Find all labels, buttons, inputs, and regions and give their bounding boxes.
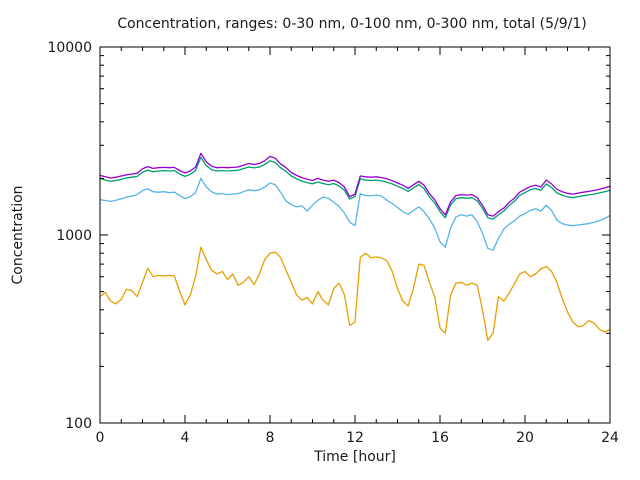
x-tick-label: 24: [601, 430, 619, 446]
x-tick-label: 0: [96, 430, 105, 446]
x-axis-label: Time [hour]: [313, 449, 396, 465]
y-tick-label: 10000: [47, 40, 92, 56]
series-line-0-100-nm: [99, 177, 611, 251]
x-tick-label: 20: [516, 430, 534, 446]
axis-ticks: [99, 46, 611, 424]
x-tick-label: 16: [431, 430, 449, 446]
chart-title: Concentration, ranges: 0-30 nm, 0-100 nm…: [117, 16, 586, 32]
x-tick-label: 12: [346, 430, 364, 446]
series-lines: [99, 152, 611, 342]
axis-tick-labels: 0 4 8 12 16 20 24 100 1000 10000: [47, 40, 619, 446]
y-tick-label: 1000: [56, 228, 92, 244]
series-line-0-30-nm: [99, 246, 611, 342]
y-tick-label: 100: [65, 416, 92, 432]
plot-frame: [99, 46, 611, 424]
x-tick-label: 8: [266, 430, 275, 446]
series-line-0-300-nm: [99, 156, 611, 220]
y-axis-label: Concentration: [10, 185, 26, 284]
x-tick-label: 4: [181, 430, 190, 446]
series-line-total: [99, 152, 611, 217]
